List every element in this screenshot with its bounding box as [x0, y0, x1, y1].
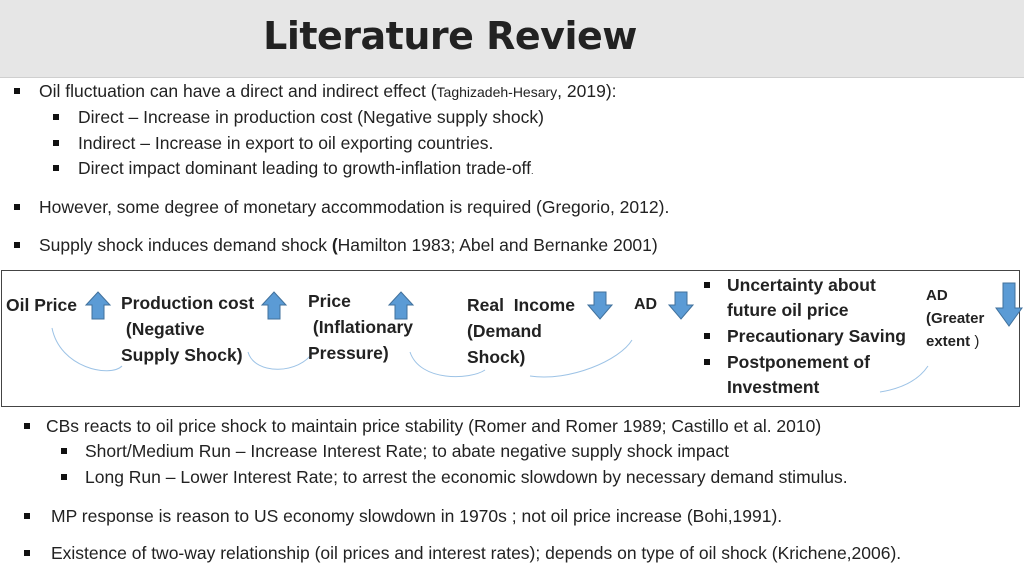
flow-line: future oil price — [727, 300, 849, 320]
flow-ad-greater: AD (Greater extent ) — [926, 284, 984, 353]
square-bullet-icon — [53, 140, 59, 146]
title-bar: Literature Review — [0, 0, 1024, 78]
bullet-supply-shock: Supply shock induces demand shock (Hamil… — [39, 234, 658, 256]
flow-production-cost: Production cost (Negative Supply Shock) — [121, 290, 254, 368]
flow-line: Real Income — [467, 295, 575, 315]
flow-line: Investment — [727, 377, 820, 397]
flow-line: Pressure) — [308, 343, 389, 363]
flow-line: (Demand — [467, 321, 542, 341]
arrow-down-icon — [586, 291, 614, 320]
flow-line: Shock) — [467, 347, 526, 367]
citation: Taghizadeh-Hesary — [436, 84, 558, 100]
square-bullet-icon — [24, 550, 30, 556]
square-bullet-icon — [14, 204, 20, 210]
arrow-down-icon — [995, 282, 1023, 327]
flow-price: Price (Inflationary Pressure) — [308, 288, 413, 366]
square-bullet-icon — [704, 359, 710, 365]
flow-line: (Negative — [121, 319, 205, 339]
bullet-text: Oil fluctuation can have a direct and in… — [39, 81, 437, 101]
flow-text: extent — [926, 333, 971, 350]
bullet-text: Direct impact dominant leading to growth… — [78, 158, 531, 178]
connector-curve — [879, 365, 929, 393]
flow-oil-price: Oil Price — [6, 295, 78, 315]
subbullet-indirect: Indirect – Increase in export to oil exp… — [78, 133, 494, 153]
bullet-text: Hamilton 1983; Abel and Bernanke 2001) — [337, 235, 658, 255]
subbullet-direct-impact: Direct impact dominant leading to growth… — [78, 157, 533, 182]
flow-text: ) — [970, 333, 980, 350]
flow-line: Postponement of — [727, 352, 870, 372]
flow-line: AD — [926, 287, 948, 304]
bullet-two-way-relationship: Existence of two-way relationship (oil p… — [51, 543, 902, 563]
connector-curve — [247, 351, 314, 370]
square-bullet-icon — [61, 448, 67, 454]
bullet-suffix: . — [530, 166, 534, 176]
arrow-up-icon — [260, 291, 288, 320]
square-bullet-icon — [704, 282, 710, 288]
connector-curve — [409, 351, 486, 378]
subbullet-short-run: Short/Medium Run – Increase Interest Rat… — [85, 441, 729, 461]
square-bullet-icon — [53, 114, 59, 120]
bullet-text-bold: ( — [331, 235, 338, 255]
flow-precautionary-saving: Precautionary Saving — [727, 326, 906, 346]
square-bullet-icon — [14, 88, 20, 94]
bullet-monetary-accommodation: However, some degree of monetary accommo… — [39, 197, 670, 217]
bullet-cbs-react: CBs reacts to oil price shock to maintai… — [46, 416, 822, 436]
page-title: Literature Review — [263, 14, 637, 58]
flow-line: Uncertainty about — [727, 275, 876, 295]
arrow-up-icon — [84, 291, 112, 320]
flow-line: Supply Shock) — [121, 345, 243, 365]
flow-line: (Inflationary — [308, 317, 414, 337]
flow-real-income: Real Income (Demand Shock) — [467, 292, 575, 370]
flow-uncertainty: Uncertainty about future oil price — [727, 273, 876, 323]
square-bullet-icon — [14, 242, 20, 248]
square-bullet-icon — [53, 165, 59, 171]
subbullet-direct: Direct – Increase in production cost (Ne… — [78, 107, 544, 127]
arrow-down-icon — [667, 291, 695, 320]
flow-line: extent ) — [926, 330, 984, 353]
bullet-text: Supply shock induces demand shock — [39, 235, 332, 255]
bullet-text: , 2019): — [557, 81, 617, 101]
transmission-flow-box — [1, 270, 1020, 407]
connector-curve — [529, 339, 633, 378]
subbullet-long-run: Long Run – Lower Interest Rate; to arres… — [85, 467, 848, 487]
square-bullet-icon — [24, 513, 30, 519]
flow-line: (Greater — [926, 310, 985, 327]
flow-ad: AD — [634, 296, 658, 313]
square-bullet-icon — [704, 333, 710, 339]
connector-curve — [51, 327, 123, 372]
flow-line: Production cost — [121, 293, 255, 313]
flow-postponement: Postponement of Investment — [727, 350, 870, 400]
square-bullet-icon — [24, 423, 30, 429]
flow-line: Price — [308, 291, 351, 311]
bullet-mp-response: MP response is reason to US economy slow… — [51, 506, 783, 526]
square-bullet-icon — [61, 474, 67, 480]
bullet-oil-fluctuation: Oil fluctuation can have a direct and in… — [39, 80, 617, 103]
arrow-up-icon — [387, 291, 415, 320]
